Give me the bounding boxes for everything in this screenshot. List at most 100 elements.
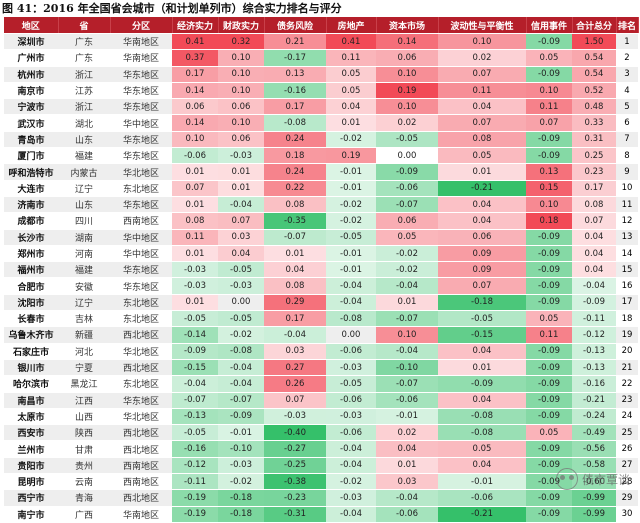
cell-fiscal-strength: -0.08	[218, 343, 264, 360]
cell-capital-market: -0.04	[376, 277, 438, 295]
header-region-city: 地区	[4, 17, 59, 34]
cell-credit-events: 0.10	[526, 82, 572, 100]
cell-capital-market: 0.14	[376, 33, 438, 51]
cell-fiscal-strength: 0.10	[218, 82, 264, 100]
header-rank: 排名	[616, 17, 639, 34]
cell-province: 福建	[58, 147, 110, 165]
cell-economic-strength: -0.11	[172, 473, 218, 491]
cell-rank: 6	[616, 114, 638, 132]
cell-total-score: 0.07	[572, 212, 616, 230]
cell-total-score: -0.11	[572, 310, 616, 328]
table-row: 银川市 宁夏 西北地区 -0.15 -0.04 0.27 -0.03 -0.10 0.01 -0.…	[4, 359, 638, 377]
table-row: 太原市 山西 华北地区 -0.13 -0.09 -0.03 -0.03 -0.01 -0.08-…	[4, 408, 638, 426]
cell-fiscal-strength: -0.03	[218, 277, 264, 295]
header-volatility-balance: 波动性与平衡性	[438, 17, 527, 34]
cell-total-score: -0.13	[572, 359, 616, 377]
cell-debt-risk: -0.35	[264, 212, 326, 230]
cell-total-score: 0.33	[572, 114, 616, 132]
cell-total-score: 1.50	[572, 33, 616, 51]
table-row: 贵阳市 贵州 西南地区 -0.12 -0.03 -0.25 -0.04 0.01 0.04 -0.…	[4, 457, 638, 475]
cell-province: 浙江	[58, 66, 110, 83]
cell-rank: 10	[616, 180, 638, 197]
cell-rank: 19	[616, 326, 638, 344]
cell-total-score: 0.08	[572, 196, 616, 214]
cell-volatility-balance: -0.21	[438, 506, 526, 523]
cell-region-city: 济南市	[4, 196, 58, 214]
cell-credit-events: 0.13	[526, 163, 572, 181]
cell-credit-events: -0.09	[526, 277, 572, 295]
cell-area: 西南地区	[110, 457, 172, 475]
header-economic-strength: 经济实力	[172, 17, 219, 34]
cell-credit-events: 0.15	[526, 180, 572, 197]
table-row: 成都市 四川 西南地区 0.08 0.07 -0.35 -0.02 0.06 0.04 0.18 0…	[4, 212, 638, 230]
cell-capital-market: -0.10	[376, 359, 438, 377]
cell-volatility-balance: 0.09	[438, 261, 526, 279]
cell-economic-strength: 0.10	[172, 131, 218, 149]
table-row: 郑州市 河南 华中地区 0.01 0.04 0.01 -0.01 -0.02 0.09 -0.09…	[4, 245, 638, 263]
cell-region-city: 沈阳市	[4, 294, 58, 312]
cell-total-score: 0.04	[572, 229, 616, 246]
cell-region-city: 青岛市	[4, 131, 58, 149]
cell-rank: 5	[616, 98, 638, 116]
cell-debt-risk: -0.03	[264, 408, 326, 426]
cell-volatility-balance: -0.01	[438, 473, 526, 491]
cell-area: 华中地区	[110, 114, 172, 132]
cell-rank: 30	[616, 506, 638, 523]
cell-province: 陕西	[58, 424, 110, 442]
cell-province: 江苏	[58, 82, 110, 100]
cell-province: 河北	[58, 343, 110, 360]
cell-credit-events: 0.11	[526, 98, 572, 116]
cell-volatility-balance: 0.11	[438, 82, 526, 100]
cell-total-score: 0.23	[572, 163, 616, 181]
cell-debt-risk: 0.03	[264, 343, 326, 360]
cell-total-score: -0.24	[572, 408, 616, 426]
cell-volatility-balance: -0.06	[438, 489, 526, 507]
cell-credit-events: -0.09	[526, 245, 572, 263]
cell-rank: 21	[616, 359, 638, 377]
cell-volatility-balance: -0.08	[438, 408, 526, 426]
cell-credit-events: 0.07	[526, 114, 572, 132]
cell-region-city: 太原市	[4, 408, 58, 426]
cell-area: 华东地区	[110, 98, 172, 116]
table-row: 宁波市 浙江 华东地区 0.06 0.06 0.17 0.04 0.10 0.04 0.11 0.4…	[4, 98, 638, 116]
cell-area: 华中地区	[110, 245, 172, 263]
cell-province: 山东	[58, 131, 110, 149]
cell-credit-events: 0.18	[526, 212, 572, 230]
cell-real-estate: -0.05	[326, 375, 376, 393]
header-fiscal-strength: 财政实力	[218, 17, 265, 34]
cell-volatility-balance: 0.06	[438, 229, 526, 246]
cell-economic-strength: 0.14	[172, 82, 218, 100]
cell-volatility-balance: 0.02	[438, 49, 526, 67]
cell-debt-risk: -0.31	[264, 506, 326, 523]
cell-volatility-balance: -0.09	[438, 375, 526, 393]
cell-total-score: -0.16	[572, 375, 616, 393]
cell-capital-market: -0.01	[376, 408, 438, 426]
cell-real-estate: -0.02	[326, 196, 376, 214]
cell-region-city: 西安市	[4, 424, 58, 442]
cell-real-estate: 0.19	[326, 147, 376, 165]
cell-real-estate: -0.04	[326, 457, 376, 475]
cell-area: 华南地区	[110, 506, 172, 523]
cell-region-city: 南昌市	[4, 392, 58, 409]
cell-debt-risk: -0.07	[264, 229, 326, 246]
table-row: 石家庄市 河北 华北地区 -0.09 -0.08 0.03 -0.06 -0.04 0.04 -0…	[4, 343, 638, 360]
cell-province: 山东	[58, 196, 110, 214]
cell-real-estate: 0.41	[326, 33, 376, 51]
cell-area: 华东地区	[110, 196, 172, 214]
cell-debt-risk: -0.16	[264, 82, 326, 100]
cell-real-estate: 0.01	[326, 114, 376, 132]
cell-rank: 11	[616, 196, 638, 214]
cell-real-estate: -0.06	[326, 424, 376, 442]
cell-real-estate: -0.01	[326, 261, 376, 279]
cell-region-city: 广州市	[4, 49, 58, 67]
cell-economic-strength: 0.01	[172, 196, 218, 214]
cell-capital-market: 0.10	[376, 98, 438, 116]
cell-debt-risk: -0.17	[264, 49, 326, 67]
table-row: 南昌市 江西 华东地区 -0.07 -0.07 0.07 -0.06 -0.06 0.04 -0.…	[4, 392, 638, 409]
cell-province: 河南	[58, 245, 110, 263]
city-ranking-table: 地区 省 分区 经济实力 财政实力 债务风险 房地产 资本市场 波动性与平衡性 …	[4, 17, 639, 523]
cell-volatility-balance: 0.01	[438, 359, 526, 377]
cell-fiscal-strength: -0.09	[218, 408, 264, 426]
cell-total-score: 0.54	[572, 66, 616, 83]
cell-total-score: -0.99	[572, 489, 616, 507]
